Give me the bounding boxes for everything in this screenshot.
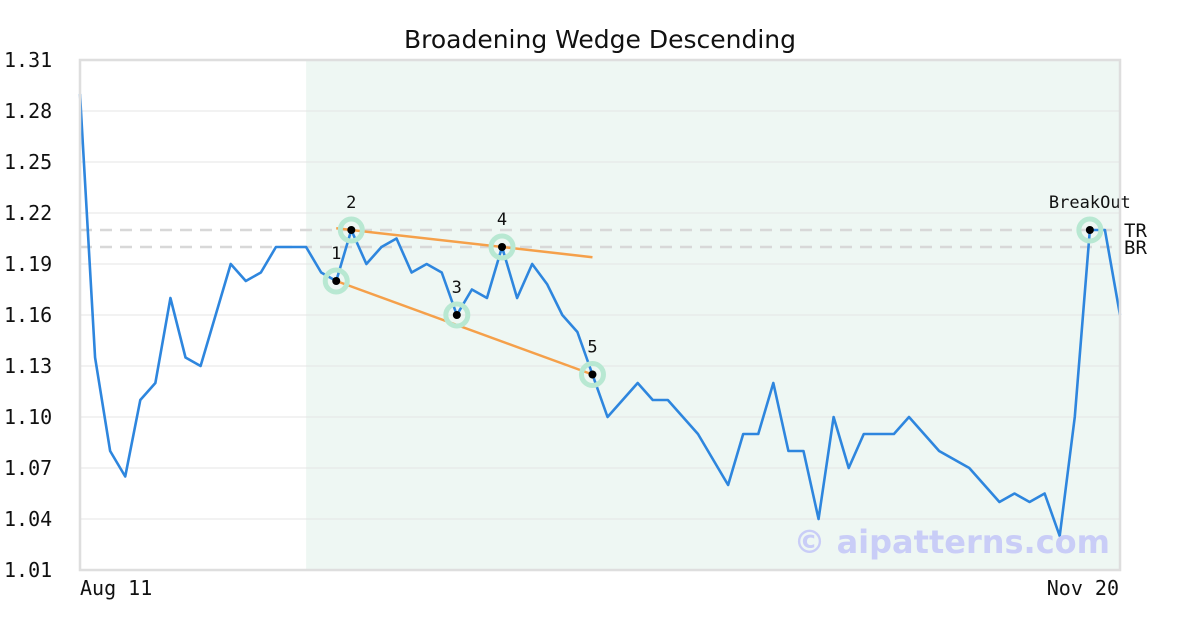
pattern-point: [498, 243, 507, 251]
y-tick-label: 1.13: [4, 354, 52, 378]
y-tick-label: 1.10: [4, 405, 52, 429]
pattern-point-halo: [443, 301, 471, 329]
pattern-point: [452, 311, 461, 319]
price-series-line: [78, 93, 1122, 538]
trendlines: [335, 227, 593, 376]
watermark: © aipatterns.com: [793, 523, 1110, 561]
y-tick-label: 1.16: [4, 303, 52, 327]
trendline: [335, 279, 593, 376]
trendline: [336, 227, 593, 259]
plot-frame: [78, 58, 1122, 572]
pattern-point-label: 2: [346, 193, 356, 213]
y-tick-label: 1.25: [4, 150, 52, 174]
y-tick-label: 1.04: [4, 507, 52, 531]
x-axis: Aug 11 Nov 20: [80, 576, 1119, 600]
pattern-point-halo: [488, 233, 516, 261]
pattern-point-halo: [322, 267, 350, 295]
pattern-point-halo: [337, 216, 365, 244]
y-tick-label: 1.28: [4, 99, 52, 123]
y-tick-label: 1.19: [4, 252, 52, 276]
y-tick-label: 1.07: [4, 456, 52, 480]
pattern-point-label: 5: [587, 338, 597, 358]
x-tick-label: Nov 20: [1047, 576, 1119, 600]
y-tick-label: 1.01: [4, 558, 52, 582]
pattern-point: [588, 370, 597, 379]
chart-title: Broadening Wedge Descending: [404, 25, 796, 54]
reference-line-label: TR: [1124, 220, 1147, 242]
y-tick-label: 1.22: [4, 201, 52, 225]
pattern-point-halo: [578, 361, 606, 388]
pattern-point-label: 4: [497, 210, 507, 230]
pattern-point-label: 3: [452, 278, 462, 298]
pattern-point-halo: [1076, 216, 1104, 244]
y-tick-label: 1.31: [4, 48, 52, 72]
pattern-point-label: BreakOut: [1049, 193, 1131, 213]
y-axis: 1.31 1.28 1.25 1.22 1.19 1.16 1.13 1.10 1.07 1.04…: [4, 48, 52, 582]
pattern-point-label: 1: [331, 244, 341, 264]
pattern-points: 1 2 3 4 5 BreakOut: [322, 193, 1131, 388]
pattern-point: [1085, 226, 1094, 234]
pattern-point: [347, 226, 356, 234]
reference-line-label: BR: [1124, 237, 1147, 259]
pattern-point: [332, 277, 341, 285]
x-tick-label: Aug 11: [80, 576, 152, 600]
